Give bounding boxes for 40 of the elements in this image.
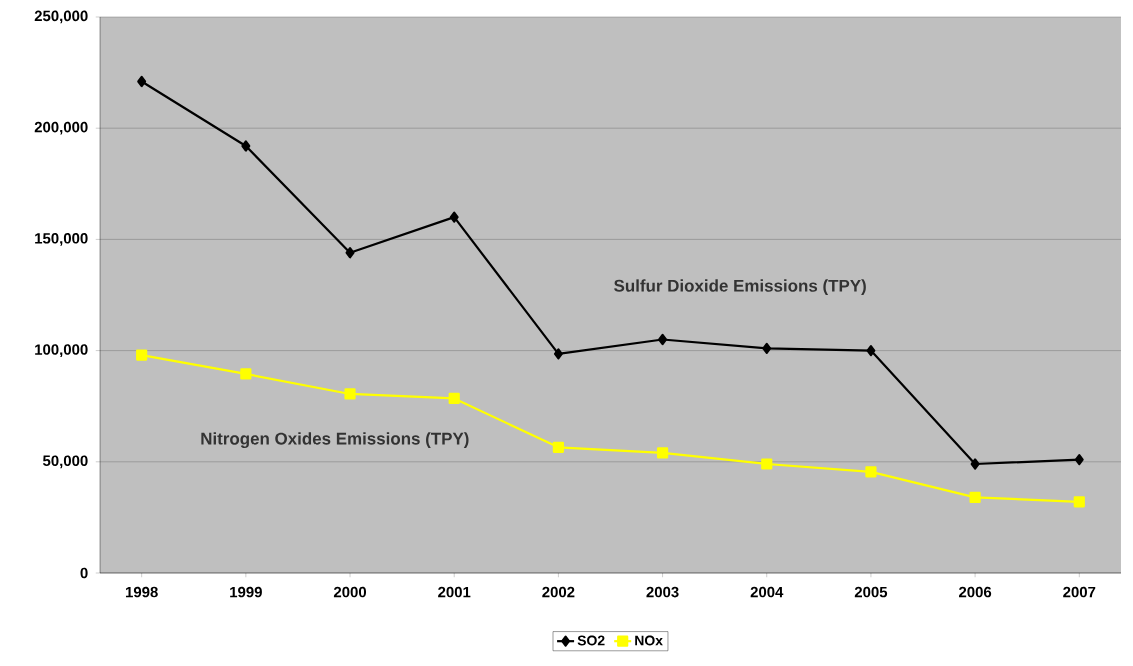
point <box>553 348 563 360</box>
point <box>137 75 147 88</box>
x-tick-label: 2005 <box>854 586 888 598</box>
point <box>241 140 251 152</box>
point <box>552 441 564 453</box>
x-tick-label: 2004 <box>750 586 784 598</box>
y-tick-label: 100,000 <box>35 344 88 357</box>
x-tick-label: 2002 <box>542 586 575 598</box>
point <box>658 333 668 346</box>
point <box>865 466 877 478</box>
x-tick-label: 2006 <box>959 586 992 598</box>
point <box>136 349 148 361</box>
point <box>866 345 876 357</box>
legend-label: SO2 <box>577 635 605 646</box>
y-tick-label: 50,000 <box>42 455 88 469</box>
point <box>656 447 669 459</box>
point <box>762 342 772 354</box>
legend-label: NOx <box>635 635 663 646</box>
point <box>448 392 460 405</box>
annotation: Sulfur Dioxide Emissions (TPY) <box>614 279 866 296</box>
x-tick-label: 1998 <box>125 586 158 598</box>
point <box>1073 496 1085 508</box>
y-tick-label: 150,000 <box>35 233 88 246</box>
point <box>240 368 252 380</box>
point <box>344 388 356 400</box>
y-tick-label: 0 <box>80 567 88 579</box>
annotation: Nitrogen Oxides Emissions (TPY) <box>201 432 469 449</box>
x-tick-label: 2000 <box>333 586 367 598</box>
point <box>345 247 355 259</box>
x-tick-label: 2007 <box>1063 586 1096 598</box>
point <box>969 491 981 503</box>
y-tick-label: 200,000 <box>34 121 88 135</box>
x-tick-label: 2003 <box>646 586 679 598</box>
point <box>761 458 773 470</box>
y-tick-label: 250,000 <box>34 10 88 24</box>
x-tick-label: 2001 <box>438 586 471 598</box>
point <box>1074 453 1084 466</box>
point <box>449 211 459 223</box>
point <box>970 458 980 470</box>
x-tick-label: 1999 <box>230 586 262 598</box>
